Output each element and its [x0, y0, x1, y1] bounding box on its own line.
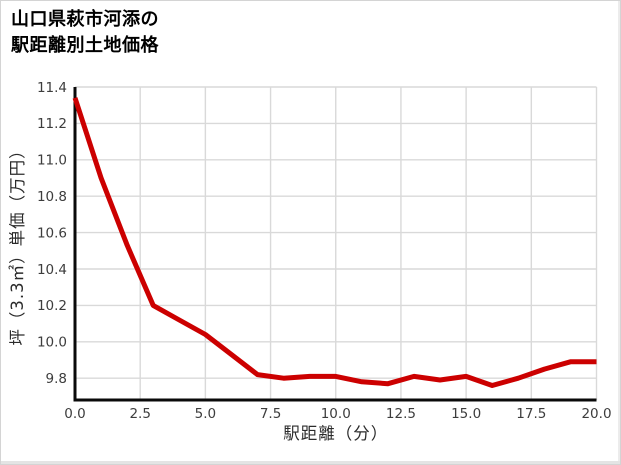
x-tick-label-0.0: 0.0: [64, 406, 85, 422]
y-tick-label-10.4: 10.4: [37, 262, 67, 278]
x-tick-label-20.0: 20.0: [581, 406, 611, 422]
chart-title: 山口県萩市河添の 駅距離別土地価格: [11, 7, 159, 59]
x-tick-label-10.0: 10.0: [321, 406, 351, 422]
y-tick-label-10.6: 10.6: [37, 225, 67, 241]
x-tick-label-17.5: 17.5: [516, 406, 546, 422]
x-tick-label-2.5: 2.5: [129, 406, 150, 422]
x-tick-label-12.5: 12.5: [386, 406, 416, 422]
chart-title-line1: 山口県萩市河添の: [11, 9, 159, 30]
y-tick-label-11.4: 11.4: [37, 80, 67, 96]
y-tick-label-10.2: 10.2: [37, 298, 67, 314]
x-tick-label-15.0: 15.0: [451, 406, 481, 422]
y-tick-label-10.8: 10.8: [37, 189, 67, 205]
y-tick-label-11.0: 11.0: [37, 153, 67, 169]
y-tick-label-10.0: 10.0: [37, 335, 67, 351]
x-tick-label-5.0: 5.0: [195, 406, 216, 422]
price-data-line: [72, 97, 597, 388]
y-tick-label-11.2: 11.2: [37, 116, 67, 132]
y-tick-label-9.8: 9.8: [46, 371, 67, 387]
x-axis-label: 駅距離（分）: [283, 424, 388, 443]
x-tick-label-7.5: 7.5: [260, 406, 281, 422]
y-axis-label: 坪（3.3㎡）単価（万円）: [8, 141, 27, 345]
chart-title-line2: 駅距離別土地価格: [11, 35, 159, 57]
